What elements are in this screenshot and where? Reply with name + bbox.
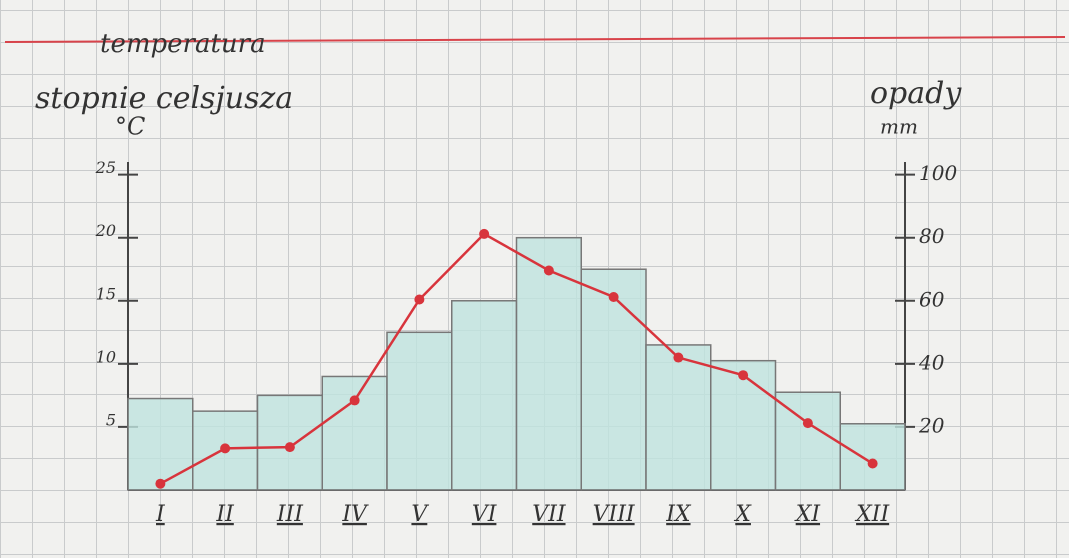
x-tick-label: I	[155, 502, 166, 527]
temperature-point	[802, 418, 813, 429]
y-tick-label: 25	[95, 158, 116, 177]
precipitation-bar	[515, 236, 582, 491]
temperature-point	[867, 458, 878, 469]
x-tick-label: V	[411, 502, 429, 527]
y2-tick-label: 40	[918, 350, 945, 374]
temperature-point	[479, 228, 490, 239]
x-tick-label: III	[276, 502, 304, 527]
temperature-point	[414, 294, 425, 305]
y2-tick-label: 20	[918, 413, 945, 437]
temperature-point	[673, 352, 684, 363]
y2-tick-label: 100	[919, 161, 957, 185]
y-tick-label: 15	[96, 284, 116, 303]
temperature-line	[159, 232, 874, 485]
y-tick-label: 20	[95, 221, 116, 240]
y2-unit: mm	[880, 115, 918, 139]
temperature-point	[155, 478, 166, 489]
temperature-point	[543, 265, 554, 276]
y-label: stopnie celsjusza	[35, 81, 293, 116]
y2-tick-label: 60	[919, 287, 945, 311]
x-tick-label: II	[215, 502, 235, 527]
x-tick-label: XII	[854, 502, 890, 527]
y2-label: opady	[870, 76, 962, 111]
temperature-point	[220, 443, 231, 454]
y2-tick-label: 80	[919, 224, 945, 248]
temperature-point	[738, 370, 749, 381]
x-tick-label: VI	[472, 502, 498, 527]
y-tick-label: 10	[96, 347, 116, 366]
precipitation-bar	[580, 268, 647, 491]
paper-margin	[4, 36, 1066, 43]
x-tick-label: X	[733, 502, 752, 527]
precipitation-bar	[710, 359, 777, 491]
y-title: temperatura	[100, 29, 266, 59]
precipitation-bar	[451, 300, 518, 491]
temperature-point	[608, 291, 619, 302]
x-tick-label: IV	[341, 502, 369, 527]
precipitation-bar	[386, 331, 453, 491]
y-tick-label: 5	[106, 410, 116, 429]
x-tick-label: IX	[665, 502, 692, 527]
temperature-point	[284, 442, 295, 453]
temperature-point	[349, 395, 360, 406]
x-tick-label: XI	[794, 502, 822, 527]
y-unit: °C	[115, 113, 145, 141]
x-tick-label: VIII	[593, 502, 636, 527]
precipitation-bar	[645, 344, 712, 491]
precipitation-bar	[839, 423, 906, 491]
x-tick-label: VII	[532, 502, 567, 527]
precipitation-bar	[321, 375, 388, 491]
precipitation-bar	[127, 397, 194, 491]
